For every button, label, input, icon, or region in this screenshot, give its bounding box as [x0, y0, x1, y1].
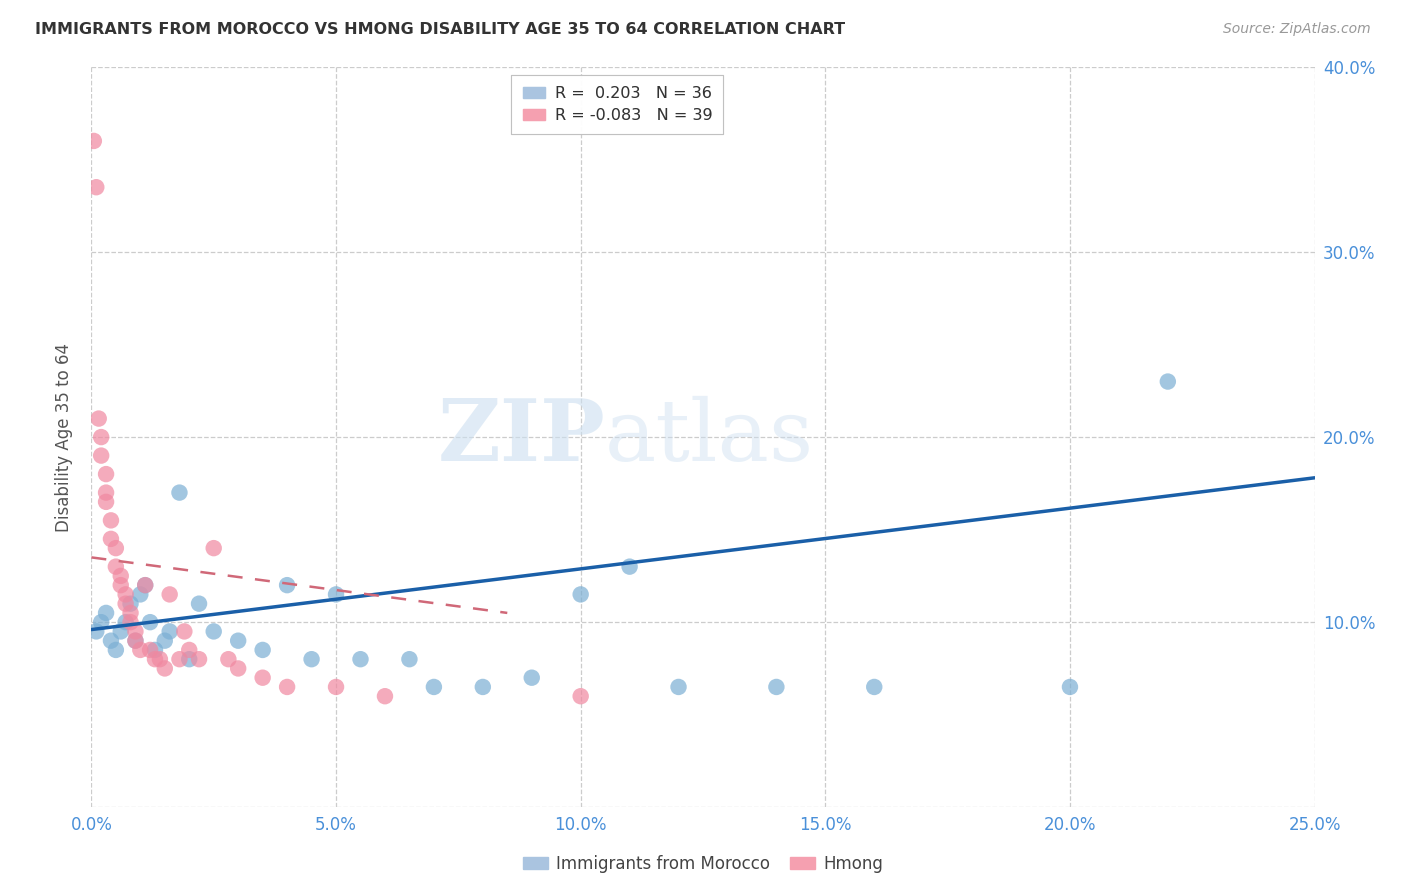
Point	[94, 495, 117, 509]
Point	[110, 624, 132, 639]
Point	[252, 671, 274, 685]
Point	[100, 532, 122, 546]
Point	[179, 652, 201, 666]
Point	[110, 578, 132, 592]
Point	[100, 513, 122, 527]
Point	[87, 411, 110, 425]
Point	[252, 643, 274, 657]
Point	[84, 180, 107, 194]
Point	[301, 652, 323, 666]
Point	[114, 597, 136, 611]
Point	[863, 680, 886, 694]
Point	[276, 578, 298, 592]
Point	[1157, 375, 1180, 389]
Text: atlas: atlas	[605, 395, 814, 479]
Point	[90, 449, 112, 463]
Point	[169, 652, 191, 666]
Point	[1059, 680, 1081, 694]
Point	[94, 467, 117, 482]
Point	[94, 606, 117, 620]
Text: IMMIGRANTS FROM MOROCCO VS HMONG DISABILITY AGE 35 TO 64 CORRELATION CHART: IMMIGRANTS FROM MOROCCO VS HMONG DISABIL…	[35, 22, 845, 37]
Point	[124, 633, 146, 648]
Point	[569, 690, 592, 704]
Point	[134, 578, 156, 592]
Point	[143, 643, 166, 657]
Point	[114, 615, 136, 630]
Point	[104, 559, 127, 574]
Point	[159, 587, 181, 601]
Point	[104, 541, 127, 555]
Point	[129, 587, 152, 601]
Point	[668, 680, 690, 694]
Point	[153, 633, 176, 648]
Point	[398, 652, 420, 666]
Point	[114, 587, 136, 601]
Point	[124, 633, 146, 648]
Text: ZIP: ZIP	[437, 395, 605, 479]
Point	[325, 587, 347, 601]
Point	[120, 615, 142, 630]
Point	[120, 597, 142, 611]
Point	[765, 680, 787, 694]
Point	[143, 652, 166, 666]
Point	[471, 680, 494, 694]
Point	[349, 652, 371, 666]
Point	[100, 633, 122, 648]
Point	[129, 643, 152, 657]
Point	[619, 559, 641, 574]
Text: Source: ZipAtlas.com: Source: ZipAtlas.com	[1223, 22, 1371, 37]
Legend: R =  0.203   N = 36, R = -0.083   N = 39: R = 0.203 N = 36, R = -0.083 N = 39	[512, 75, 723, 135]
Point	[84, 624, 107, 639]
Point	[179, 643, 201, 657]
Point	[226, 633, 249, 648]
Y-axis label: Disability Age 35 to 64: Disability Age 35 to 64	[55, 343, 73, 532]
Point	[90, 615, 112, 630]
Point	[120, 606, 142, 620]
Point	[276, 680, 298, 694]
Point	[90, 430, 112, 444]
Point	[217, 652, 239, 666]
Point	[139, 615, 162, 630]
Point	[139, 643, 162, 657]
Point	[104, 643, 127, 657]
Point	[325, 680, 347, 694]
Point	[226, 661, 249, 675]
Point	[202, 541, 225, 555]
Point	[149, 652, 172, 666]
Point	[134, 578, 156, 592]
Point	[124, 624, 146, 639]
Point	[188, 652, 211, 666]
Point	[374, 690, 396, 704]
Point	[188, 597, 211, 611]
Legend: Immigrants from Morocco, Hmong: Immigrants from Morocco, Hmong	[516, 848, 890, 880]
Point	[83, 134, 105, 148]
Point	[569, 587, 592, 601]
Point	[173, 624, 195, 639]
Point	[423, 680, 446, 694]
Point	[520, 671, 543, 685]
Point	[110, 569, 132, 583]
Point	[159, 624, 181, 639]
Point	[94, 485, 117, 500]
Point	[153, 661, 176, 675]
Point	[169, 485, 191, 500]
Point	[202, 624, 225, 639]
